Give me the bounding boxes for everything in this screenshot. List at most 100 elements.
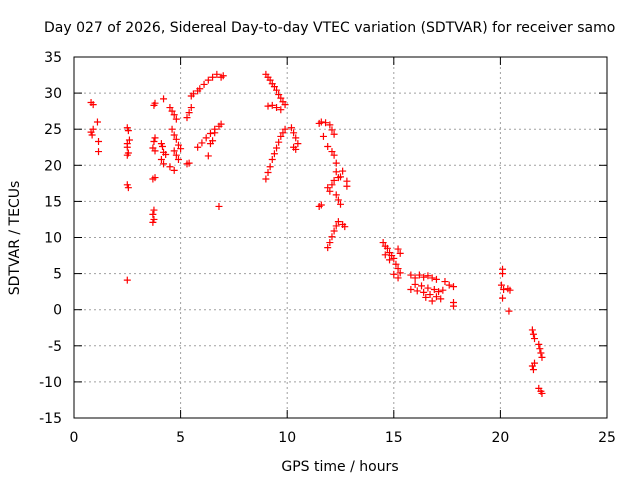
data-point (198, 139, 206, 147)
data-point (281, 125, 289, 133)
data-point (428, 297, 436, 305)
data-point (328, 148, 336, 156)
data-point (424, 272, 432, 280)
data-point (185, 159, 193, 167)
data-point (390, 254, 398, 262)
y-tick-label: 25 (44, 122, 62, 138)
data-point (396, 249, 404, 257)
data-point (326, 187, 334, 195)
data-point (273, 104, 281, 112)
data-point (422, 293, 430, 301)
data-point (430, 285, 438, 293)
data-point (536, 345, 544, 353)
data-point (426, 291, 434, 299)
data-point (275, 91, 283, 99)
data-point (202, 134, 210, 142)
data-point (209, 73, 217, 81)
data-point (287, 124, 295, 132)
y-tick-label: 20 (44, 158, 62, 174)
data-point (379, 239, 387, 247)
data-point (538, 389, 546, 397)
data-point (529, 366, 537, 374)
data-point (123, 276, 131, 284)
axis-ticks (73, 56, 608, 419)
data-point (162, 150, 170, 158)
data-point (334, 196, 342, 204)
data-point (168, 125, 176, 133)
data-point (277, 106, 285, 114)
data-point (187, 104, 195, 112)
y-tick-label: 30 (44, 86, 62, 102)
data-point (324, 184, 332, 192)
data-point (266, 163, 274, 171)
x-tick-label: 0 (70, 430, 79, 446)
data-point (174, 141, 182, 149)
data-point (262, 175, 270, 183)
data-point (219, 72, 227, 80)
data-point (339, 167, 347, 175)
data-point (445, 281, 453, 289)
data-point (196, 85, 204, 93)
data-point (420, 273, 428, 281)
data-point (328, 126, 336, 134)
data-point (528, 326, 536, 334)
data-point (432, 275, 440, 283)
x-tick-label: 5 (176, 430, 185, 446)
data-point (89, 101, 97, 109)
x-axis-label: GPS time / hours (281, 459, 398, 475)
data-point (499, 270, 507, 278)
data-point (89, 125, 97, 133)
y-tick-labels: -15 -10 -5 0 5 10 15 20 25 30 35 (39, 50, 62, 427)
data-point (343, 182, 351, 190)
data-point (407, 285, 415, 293)
data-points (87, 70, 546, 397)
y-tick-label: 15 (44, 194, 62, 210)
data-point (194, 143, 202, 151)
data-point (264, 169, 272, 177)
x-tick-label: 10 (278, 430, 296, 446)
data-point (411, 280, 419, 288)
data-point (125, 136, 133, 144)
data-point (200, 80, 208, 88)
data-point (328, 233, 336, 241)
data-point (294, 140, 302, 148)
data-point (206, 130, 214, 138)
data-point (204, 152, 212, 160)
chart-title: Day 027 of 2026, Sidereal Day-to-day VTE… (44, 20, 615, 36)
data-point (337, 200, 344, 208)
data-point (383, 244, 391, 252)
data-point (428, 274, 436, 282)
data-point (505, 307, 513, 315)
data-point (266, 76, 274, 84)
data-point (149, 210, 157, 218)
data-point (151, 99, 159, 107)
data-point (324, 143, 332, 151)
data-point (413, 287, 421, 295)
data-point (275, 138, 283, 146)
data-point (500, 285, 508, 293)
data-point (415, 271, 423, 279)
data-point (124, 184, 132, 192)
y-tick-label: -15 (39, 411, 62, 427)
data-point (217, 120, 225, 128)
data-point (268, 156, 276, 164)
data-point (394, 245, 402, 253)
data-point (160, 95, 168, 103)
data-point (88, 131, 96, 139)
data-point (326, 239, 334, 247)
data-point (322, 119, 330, 127)
data-point (270, 83, 278, 91)
data-point (149, 218, 157, 226)
data-point (290, 129, 298, 137)
data-point (341, 223, 349, 231)
x-tick-label: 15 (385, 430, 403, 446)
data-point (170, 166, 178, 174)
data-point (209, 137, 217, 145)
data-point (292, 145, 300, 153)
data-point (93, 118, 101, 126)
data-point (166, 163, 174, 171)
y-tick-label: 0 (53, 303, 62, 319)
data-point (332, 191, 340, 199)
data-point (277, 132, 285, 140)
